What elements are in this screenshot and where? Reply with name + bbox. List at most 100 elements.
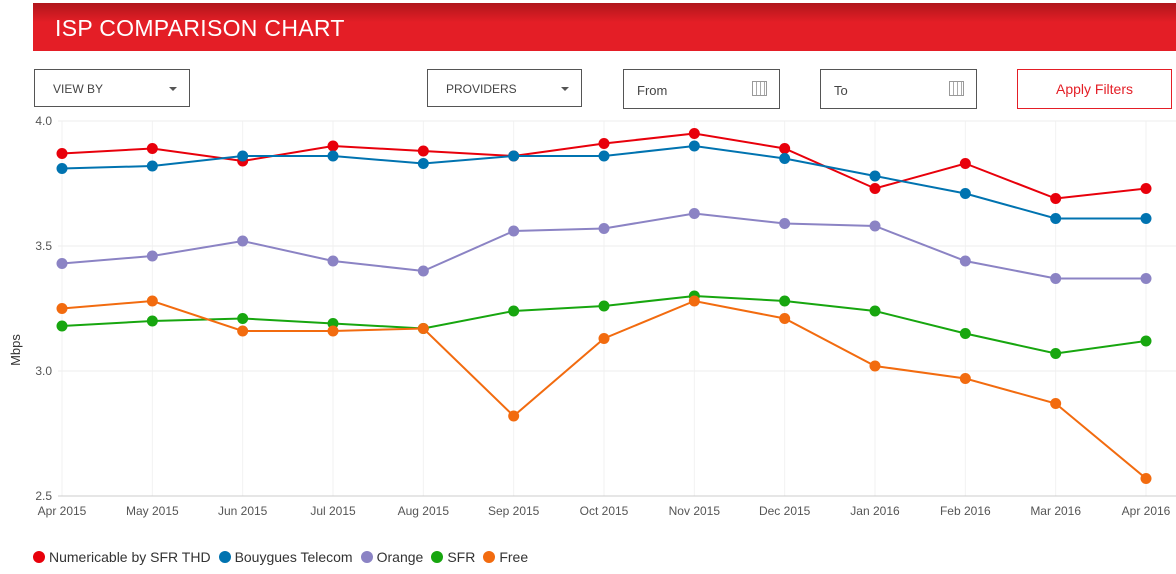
legend-marker — [33, 551, 45, 563]
data-point — [779, 295, 791, 307]
data-point — [598, 333, 610, 344]
legend-item[interactable]: Free — [483, 549, 528, 565]
calendar-icon[interactable] — [752, 81, 767, 96]
data-point — [1140, 335, 1152, 347]
data-point — [146, 295, 158, 307]
legend-label: SFR — [447, 549, 476, 565]
y-tick-label: 4.0 — [35, 114, 52, 128]
data-point — [1050, 273, 1062, 284]
data-point — [146, 315, 158, 327]
header-banner: ISP COMPARISON CHART — [33, 3, 1176, 51]
x-tick-label: Nov 2015 — [669, 504, 721, 518]
to-placeholder: To — [834, 83, 848, 98]
data-point — [327, 150, 339, 162]
x-tick-label: Dec 2015 — [759, 504, 811, 518]
data-point — [327, 325, 339, 337]
calendar-icon[interactable] — [949, 81, 964, 96]
providers-label: PROVIDERS — [446, 82, 517, 96]
data-point — [688, 295, 700, 307]
data-point — [959, 328, 971, 339]
data-point — [779, 218, 791, 229]
x-tick-label: Mar 2016 — [1030, 504, 1081, 518]
legend-label: Numericable by SFR THD — [49, 549, 211, 565]
data-point — [869, 183, 881, 194]
legend-marker — [360, 551, 373, 563]
legend-item[interactable]: Orange — [360, 549, 424, 565]
data-point — [417, 323, 429, 334]
data-point — [56, 320, 68, 332]
data-point — [146, 250, 158, 262]
data-point — [598, 223, 610, 234]
view-by-dropdown[interactable]: VIEW BY — [34, 69, 190, 107]
data-point — [237, 235, 249, 247]
page-title: ISP COMPARISON CHART — [55, 15, 345, 41]
x-tick-label: Oct 2015 — [580, 504, 629, 518]
legend-label: Bouygues Telecom — [234, 549, 353, 565]
data-point — [508, 305, 520, 317]
data-point — [56, 163, 68, 174]
data-point — [327, 140, 339, 152]
legend-marker — [431, 551, 444, 563]
data-point — [1140, 473, 1152, 484]
data-point — [869, 305, 881, 317]
data-point — [1050, 213, 1062, 224]
chevron-down-icon — [169, 87, 177, 91]
data-point — [869, 170, 881, 182]
y-tick-label: 2.5 — [35, 489, 52, 503]
legend-item[interactable]: Bouygues Telecom — [218, 549, 353, 565]
data-point — [1140, 183, 1152, 194]
chevron-down-icon — [561, 87, 569, 91]
data-point — [959, 373, 971, 384]
y-tick-label: 3.0 — [35, 364, 52, 378]
x-tick-label: May 2015 — [126, 504, 179, 518]
data-point — [779, 313, 791, 324]
data-point — [779, 143, 791, 154]
data-point — [959, 158, 971, 169]
data-point — [869, 220, 881, 232]
data-point — [417, 265, 429, 277]
legend-label: Free — [499, 549, 529, 565]
data-point — [417, 145, 429, 157]
data-point — [959, 188, 971, 199]
x-tick-label: Apr 2015 — [38, 504, 87, 518]
data-point — [508, 225, 520, 237]
x-tick-label: Feb 2016 — [940, 504, 991, 518]
data-point — [56, 303, 68, 314]
data-point — [959, 255, 971, 267]
legend-item[interactable]: SFR — [431, 549, 475, 565]
data-point — [1140, 273, 1152, 284]
data-point — [688, 140, 700, 152]
data-point — [508, 150, 520, 162]
from-date-input[interactable]: From — [623, 69, 780, 109]
data-point — [508, 410, 520, 422]
data-point — [688, 128, 700, 139]
data-point — [237, 325, 249, 337]
y-tick-label: 3.5 — [35, 239, 52, 253]
data-point — [56, 258, 68, 269]
legend-label: Orange — [376, 549, 424, 565]
data-point — [1140, 213, 1152, 224]
legend-item[interactable]: Numericable by SFR THD — [33, 549, 211, 565]
data-point — [327, 255, 339, 267]
y-axis-title: Mbps — [8, 334, 23, 366]
x-tick-label: Apr 2016 — [1122, 504, 1171, 518]
data-point — [146, 160, 158, 172]
data-point — [779, 153, 791, 164]
data-point — [598, 150, 610, 162]
legend-marker — [483, 551, 496, 563]
apply-filters-button[interactable]: Apply Filters — [1017, 69, 1172, 109]
providers-dropdown[interactable]: PROVIDERS — [427, 69, 582, 107]
chart-legend: Numericable by SFR THD Bouygues Telecom Or… — [33, 549, 528, 565]
data-point — [1050, 348, 1062, 359]
data-point — [56, 148, 68, 159]
data-point — [1050, 398, 1062, 409]
x-tick-label: Sep 2015 — [488, 504, 540, 518]
x-tick-label: Jun 2015 — [218, 504, 268, 518]
data-point — [1050, 193, 1062, 204]
data-point — [688, 208, 700, 219]
view-by-label: VIEW BY — [53, 82, 104, 96]
to-date-input[interactable]: To — [820, 69, 977, 109]
from-placeholder: From — [637, 83, 668, 98]
x-tick-label: Jul 2015 — [310, 504, 356, 518]
